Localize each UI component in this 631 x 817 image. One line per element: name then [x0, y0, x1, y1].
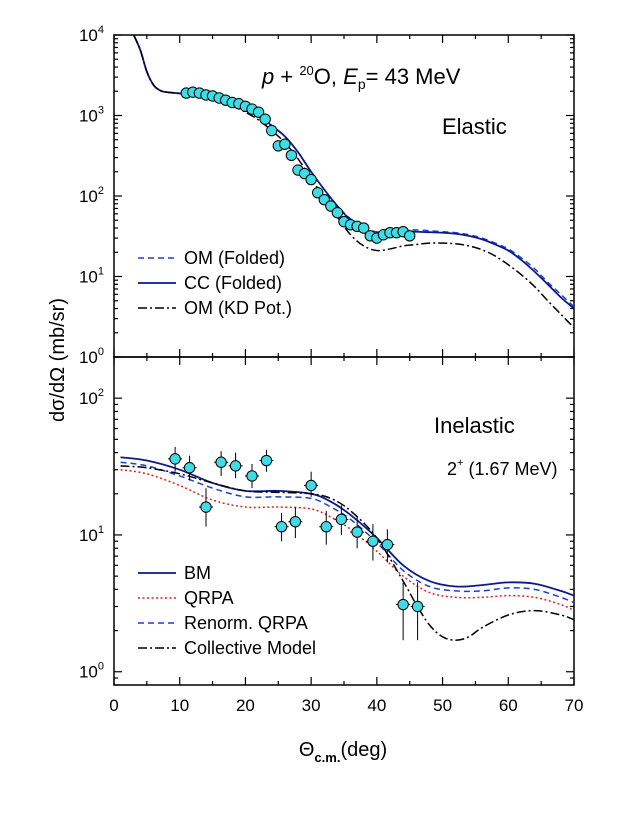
elastic-annotation: Elastic	[442, 114, 507, 139]
x-tick-label: 50	[433, 696, 452, 715]
x-tick-labels: 0 10 20 30 40 50 60 70	[109, 696, 583, 715]
inelastic-data-point	[260, 454, 273, 467]
inelastic-data-point	[229, 460, 242, 472]
x-tick-label: 10	[170, 696, 189, 715]
elastic-data-point	[259, 113, 271, 125]
state-label: 2+ (1.67 MeV)	[447, 457, 558, 479]
x-tick-label: 40	[367, 696, 386, 715]
elastic-series-1	[132, 35, 574, 310]
x-tick-label: 20	[236, 696, 255, 715]
elastic-y-tick-label: 101	[79, 266, 104, 287]
elastic-legend-label: OM (KD Pot.)	[184, 298, 292, 318]
elastic-data-point	[279, 138, 291, 150]
elastic-y-tick-label: 102	[79, 185, 104, 206]
inelastic-data-point	[397, 598, 409, 611]
elastic-y-tick-label: 100	[79, 346, 104, 367]
elastic-data-point	[285, 149, 298, 162]
elastic-data-point	[252, 106, 265, 118]
elastic-y-tick-label: 104	[79, 24, 104, 45]
inelastic-data-point	[169, 453, 181, 465]
inelastic-data-point	[275, 520, 288, 533]
inelastic-data-point	[351, 526, 363, 538]
elastic-legend-label: CC (Folded)	[184, 273, 282, 293]
elastic-data-point	[266, 124, 278, 137]
inelastic-data-point	[381, 538, 394, 551]
elastic-y-tick-labels: 100 101 102 103 104	[79, 24, 104, 367]
inelastic-data-point	[200, 501, 212, 513]
inelastic-data-points	[168, 446, 425, 641]
inelastic-series-3	[120, 465, 574, 641]
elastic-data-points	[180, 86, 416, 244]
inelastic-legend-label: Renorm. QRPA	[184, 613, 308, 633]
elastic-data-point	[312, 186, 324, 199]
inelastic-data-point	[320, 520, 332, 533]
inelastic-y-tick-label: 100	[79, 661, 104, 682]
axis-ticks	[113, 34, 575, 686]
inelastic-legend: BM QRPA Renorm. QRPA Collective Model	[138, 563, 316, 658]
x-tick-label: 0	[109, 696, 118, 715]
inelastic-legend-label: Collective Model	[184, 638, 316, 658]
x-tick-label: 60	[499, 696, 518, 715]
inelastic-data-point	[183, 462, 196, 474]
elastic-legend: OM (Folded) CC (Folded) OM (KD Pot.)	[138, 248, 292, 318]
elastic-title: p + 20O, Ep= 43 MeV	[261, 63, 461, 92]
elastic-legend-label: OM (Folded)	[184, 248, 285, 268]
x-tick-label: 30	[302, 696, 321, 715]
inelastic-data-point	[305, 479, 317, 492]
elastic-data-point	[305, 173, 317, 186]
elastic-data-point	[358, 222, 370, 234]
inelastic-data-point	[335, 513, 348, 526]
x-axis-label: Θc.m.(deg)	[299, 739, 387, 765]
elastic-data-point	[404, 230, 416, 242]
inelastic-y-tick-label: 101	[79, 524, 104, 545]
inelastic-legend-label: BM	[184, 563, 211, 583]
inelastic-legend-label: QRPA	[184, 588, 234, 608]
inelastic-data-point	[215, 456, 227, 468]
y-axis-label: dσ/dΩ (mb/sr)	[47, 298, 69, 422]
elastic-data-point	[331, 207, 344, 219]
inelastic-series-2	[120, 461, 574, 604]
inelastic-curves	[120, 456, 574, 641]
x-tick-label: 70	[565, 696, 584, 715]
inelastic-y-tick-labels: 100 101 102	[79, 387, 104, 682]
inelastic-annotation: Inelastic	[434, 413, 515, 438]
inelastic-data-point	[411, 600, 424, 613]
inelastic-data-point	[367, 535, 379, 547]
inelastic-y-tick-label: 102	[79, 387, 104, 408]
inelastic-series-1	[120, 468, 574, 612]
inelastic-data-point	[246, 470, 258, 482]
elastic-y-tick-label: 103	[79, 105, 104, 126]
inelastic-data-point	[289, 516, 302, 528]
